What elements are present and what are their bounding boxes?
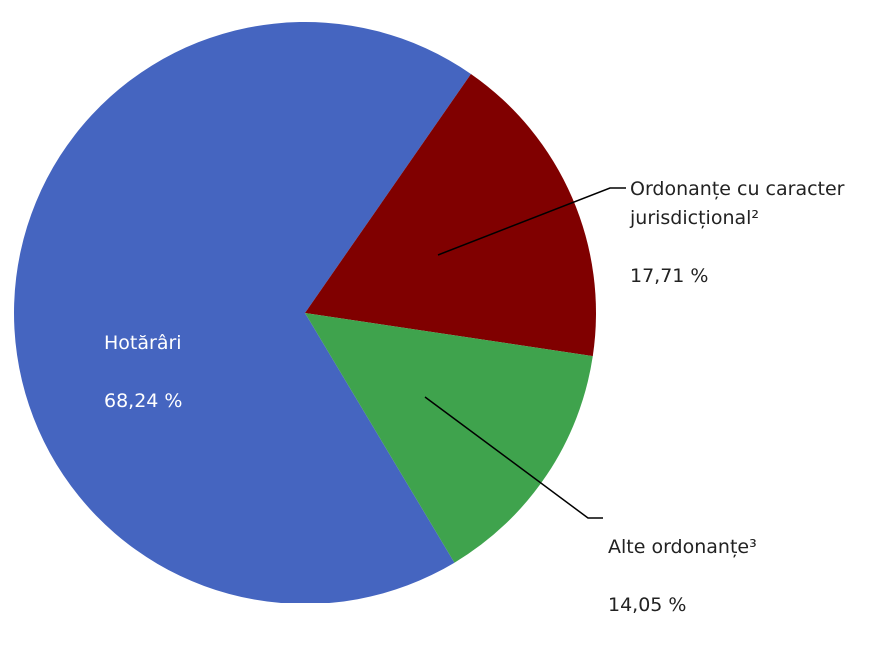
category-label: Alte ordonanțe³ — [608, 536, 757, 558]
chart: Hotărâri 68,24 % Ordonanțe cu caracter j… — [14, 22, 845, 616]
slice-label: Hotărâri 68,24 % — [104, 300, 183, 445]
pie-area — [14, 22, 626, 603]
pie-slice — [305, 73, 596, 357]
category-label: Ordonanțe cu caracter jurisdicțional² — [630, 178, 845, 229]
pie-slice — [305, 313, 593, 563]
slice-label: Ordonanțe cu caracter jurisdicțional² 17… — [630, 146, 845, 320]
pie-slice — [14, 22, 471, 603]
leader-line — [437, 187, 626, 256]
category-label: Hotărâri — [104, 332, 182, 354]
value-label: 14,05 % — [608, 594, 687, 616]
value-label: 68,24 % — [104, 390, 183, 412]
leader-line — [424, 396, 603, 519]
slice-label: Alte ordonanțe³ 14,05 % — [608, 504, 757, 649]
value-label: 17,71 % — [630, 265, 709, 287]
